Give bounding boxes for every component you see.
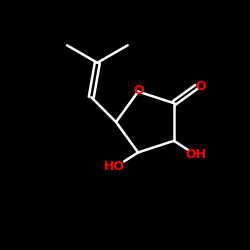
Text: O: O <box>134 84 144 97</box>
Text: HO: HO <box>104 160 124 173</box>
Text: OH: OH <box>186 148 206 161</box>
Text: O: O <box>195 80 206 93</box>
